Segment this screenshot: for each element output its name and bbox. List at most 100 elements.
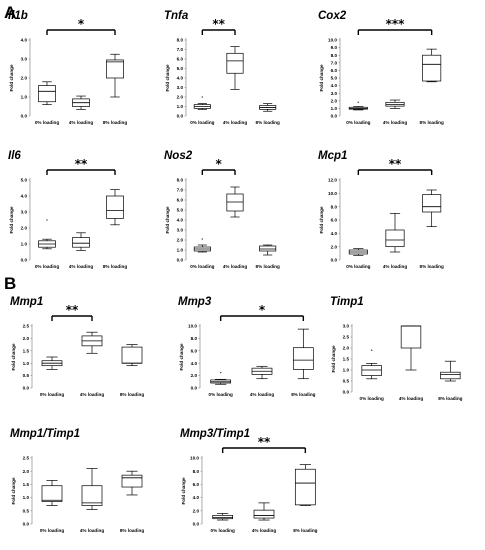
y-axis-label: Fold change [165,206,170,233]
x-tick-label: 4% loading [399,396,423,401]
box-iqr [81,485,103,506]
box-iqr [106,59,124,79]
x-tick-label: 0% loading [35,264,59,269]
chart-title: Il1b [8,10,28,22]
x-tick-label: 8% loading [120,392,144,397]
y-tick-label: 9.0 [331,45,338,50]
chart-4: Il6 Fold change 0.0 1.0 2.0 3.0 4.0 5.0 0% loadi… [8,150,127,269]
y-tick-label: 2.5 [343,335,350,340]
x-tick-label: 0% loading [346,264,370,269]
box-iqr [422,54,442,82]
y-tick-label: 0.5 [23,373,30,378]
box-1 [193,96,211,110]
y-axis-label: Fold change [319,206,324,233]
x-tick-label: 8% loading [120,528,144,533]
x-tick-label: 0% loading [346,120,370,125]
box-2 [72,232,90,251]
significance-bracket: *** [357,17,433,35]
box-iqr [106,195,124,219]
significance-label: ** [258,435,271,449]
y-tick-label: 5.0 [177,66,184,71]
y-tick-label: 0.0 [331,114,338,119]
box-2 [251,365,273,380]
box-1 [212,513,234,521]
x-tick-label: 4% loading [223,120,247,125]
x-tick-label: 4% loading [383,264,407,269]
y-tick-label: 1.0 [177,104,184,109]
y-tick-label: 4.0 [331,231,338,236]
x-tick-label: 4% loading [252,528,276,533]
box-iqr [226,193,244,212]
x-tick-label: 8% loading [420,120,444,125]
chart-8: Mmp3 Fold change 0.0 2.0 4.0 6.0 8.0 10.0 0% loa… [178,296,316,397]
y-tick-label: 0.0 [21,114,28,119]
y-tick-label: 7.0 [177,47,184,52]
y-tick-label: 0.0 [23,386,30,391]
box-iqr [259,245,277,252]
y-tick-label: 10.0 [328,38,337,43]
y-tick-label: 4.0 [177,218,184,223]
y-tick-label: 1.0 [343,368,350,373]
box-iqr [422,194,442,213]
box-3 [259,244,277,256]
x-tick-label: 0% loading [40,392,64,397]
y-tick-label: 2.0 [343,346,350,351]
y-tick-label: 5.0 [331,76,338,81]
y-tick-label: 4.0 [21,38,28,43]
significance-bracket: ** [201,17,236,35]
box-1 [193,238,211,253]
outlier-point [219,371,222,374]
y-axis-label: Fold change [9,64,14,91]
box-iqr [361,365,382,376]
y-tick-label: 1.0 [21,95,28,100]
y-axis-label: Fold change [181,477,186,504]
charts: Il1b Fold change 0.0 1.0 2.0 3.0 4.0 0% loading… [8,10,463,533]
y-tick-label: 0.0 [191,386,198,391]
y-tick-label: 6.0 [191,348,198,353]
chart-title: Mmp3/Timp1 [180,428,250,440]
x-tick-label: 0% loading [209,392,233,397]
x-tick-label: 8% loading [438,396,462,401]
x-tick-label: 8% loading [256,264,280,269]
box-3 [121,470,143,496]
y-axis-label: Fold change [331,345,336,372]
box-3 [422,189,442,228]
box-3 [422,48,442,83]
y-tick-label: 10.0 [328,191,337,196]
x-tick-label: 0% loading [211,528,235,533]
box-iqr [121,346,143,364]
y-tick-label: 0.5 [23,508,30,513]
y-tick-label: 10.0 [188,324,197,329]
y-tick-label: 0.5 [343,379,350,384]
y-tick-label: 1.0 [23,495,30,500]
chart-title: Tnfa [164,10,189,22]
box-iqr [121,474,143,488]
y-tick-label: 1.0 [23,361,30,366]
y-tick-label: 0.0 [177,114,184,119]
significance-label: * [259,303,266,317]
box-1 [348,101,368,111]
significance-bracket: * [201,157,236,175]
box-1 [210,371,232,385]
box-1 [38,219,56,250]
box-iqr [385,229,405,248]
panel-letter-b: B [4,274,16,293]
y-tick-label: 3.0 [331,91,338,96]
x-tick-label: 4% loading [80,392,104,397]
y-tick-label: 5.0 [21,178,28,183]
box-iqr [440,371,461,380]
x-tick-label: 0% loading [360,396,384,401]
y-tick-label: 7.0 [177,188,184,193]
y-tick-label: 1.0 [177,248,184,253]
y-tick-label: 0.0 [23,522,30,527]
chart-6: Mcp1 Fold change 0.0 2.0 4.0 6.0 8.0 10.0 12.0 0%… [318,150,444,269]
y-axis-label: Fold change [9,206,14,233]
box-2 [226,186,244,218]
box-1 [38,81,56,105]
x-tick-label: 0% loading [40,528,64,533]
y-tick-label: 0.0 [343,390,350,395]
y-tick-label: 6.0 [331,218,338,223]
chart-title: Mmp1 [10,296,43,308]
box-3 [292,328,314,380]
